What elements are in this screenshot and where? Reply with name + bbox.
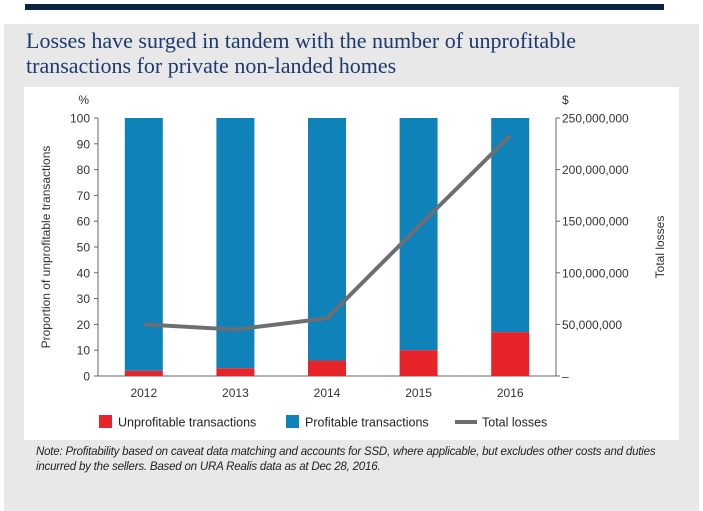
bar-profitable <box>399 118 438 351</box>
right-axis-title: Total losses <box>653 216 667 279</box>
left-tick-label: 50 <box>77 241 91 255</box>
legend-swatch-unprofitable <box>99 415 112 428</box>
left-tick-label: 90 <box>77 137 91 151</box>
category-label: 2013 <box>222 386 249 400</box>
bar-unprofitable <box>399 350 438 376</box>
right-tick-label: 250,000,000 <box>562 112 629 126</box>
left-axis-unit: % <box>78 93 89 107</box>
left-axis-title: Proportion of unprofitable transactions <box>39 146 53 349</box>
left-tick-label: 10 <box>77 344 91 358</box>
right-axis-unit: $ <box>562 93 569 107</box>
left-tick-label: 0 <box>83 370 90 384</box>
bar-profitable <box>491 118 530 333</box>
bar-unprofitable <box>124 370 163 376</box>
right-tick-label: 200,000,000 <box>562 163 629 177</box>
chart-title: Losses have surged in tandem with the nu… <box>26 28 577 78</box>
top-rule <box>25 4 664 10</box>
left-tick-label: 30 <box>77 292 91 306</box>
legend-label-profitable: Profitable transactions <box>305 416 429 430</box>
right-tick-label: – <box>562 370 569 384</box>
bar-unprofitable <box>491 332 530 376</box>
category-label: 2016 <box>497 386 524 400</box>
legend-label-total-losses: Total losses <box>482 416 547 430</box>
left-tick-label: 40 <box>77 266 91 280</box>
category-label: 2015 <box>405 386 432 400</box>
chart-note: Note: Profitability based on caveat data… <box>36 446 656 473</box>
bar-unprofitable <box>308 360 346 376</box>
left-tick-label: 100 <box>70 112 90 126</box>
right-tick-label: 100,000,000 <box>562 266 629 280</box>
bars-layer <box>124 118 530 376</box>
left-tick-label: 60 <box>77 215 91 229</box>
right-tick-label: 150,000,000 <box>562 215 629 229</box>
legend-layer: Unprofitable transactions Profitable tran… <box>99 415 547 430</box>
line-layer <box>143 134 512 332</box>
axes-layer: % $0 10 20 30 40 50 60 70 80 90 100 – 50,000,000 100,0… <box>39 93 667 400</box>
left-tick-label: 70 <box>77 189 91 203</box>
left-tick-label: 80 <box>77 163 91 177</box>
category-label: 2014 <box>314 386 341 400</box>
right-tick-label: 50,000,000 <box>562 318 622 332</box>
category-label: 2012 <box>130 386 157 400</box>
legend-swatch-profitable <box>286 415 299 428</box>
legend-label-unprofitable: Unprofitable transactions <box>118 416 256 430</box>
bar-unprofitable <box>216 368 255 376</box>
bar-profitable <box>308 118 346 361</box>
bar-profitable <box>124 118 163 371</box>
left-tick-label: 20 <box>77 318 91 332</box>
